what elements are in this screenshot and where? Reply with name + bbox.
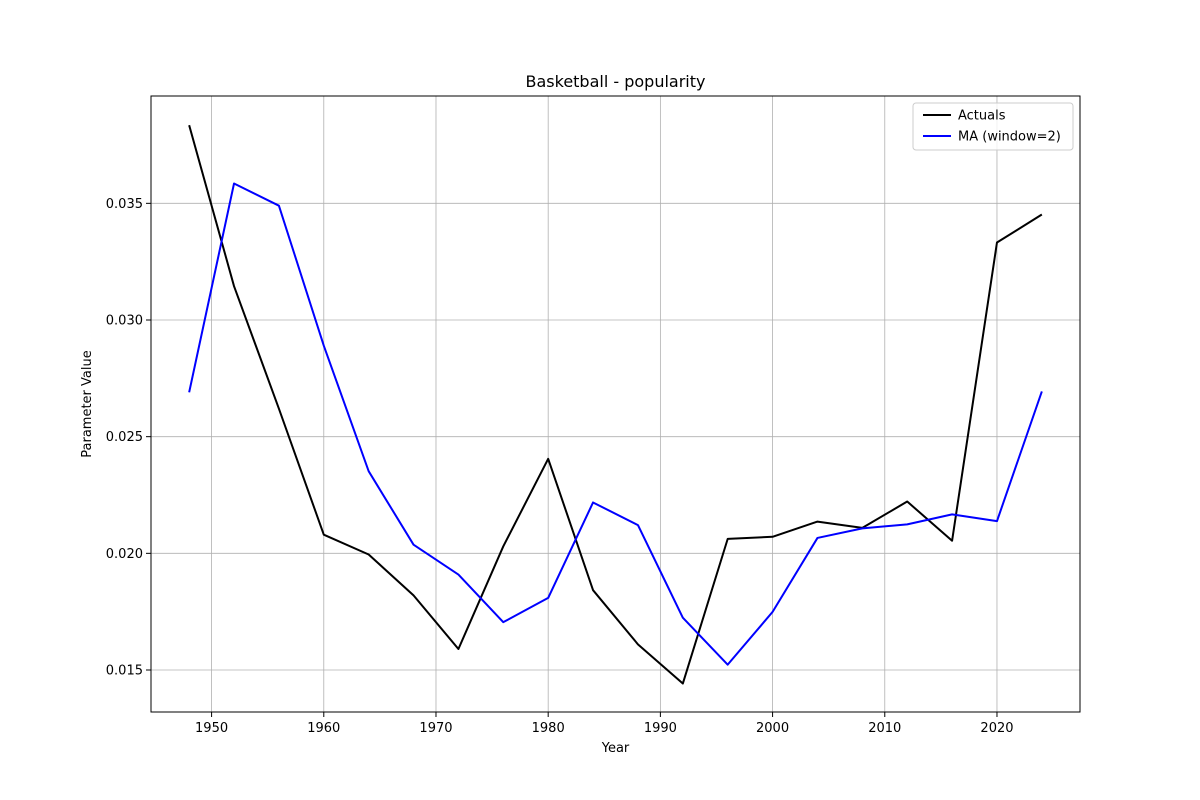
grid-lines <box>151 96 1080 712</box>
chart-title: Basketball - popularity <box>526 72 706 91</box>
series-lines <box>188 124 1043 685</box>
series-line-moving-average <box>188 182 1043 666</box>
y-tick-label: 0.035 <box>106 197 143 212</box>
plot-area-frame <box>150 95 1081 713</box>
series-line-actuals <box>188 124 1043 685</box>
legend: Actuals MA (window=2) <box>912 102 1074 151</box>
x-tick-label: 1990 <box>644 721 677 736</box>
y-tick-label: 0.020 <box>106 547 143 562</box>
x-tick-label: 1960 <box>307 721 340 736</box>
y-tick-label: 0.030 <box>106 314 143 329</box>
axis-ticks: 1950 1960 1970 1980 1990 2000 2010 2020 0.015 0.0… <box>106 197 1014 736</box>
legend-label: Actuals <box>958 109 1006 124</box>
x-tick-label: 1950 <box>195 721 228 736</box>
x-tick-label: 1970 <box>419 721 452 736</box>
x-tick-label: 2000 <box>756 721 789 736</box>
legend-label: MA (window=2) <box>958 130 1061 145</box>
legend-box <box>912 102 1074 151</box>
y-axis-label: Parameter Value <box>80 350 95 457</box>
x-tick-label: 1980 <box>532 721 565 736</box>
x-tick-label: 2010 <box>868 721 901 736</box>
y-tick-label: 0.015 <box>106 664 143 679</box>
x-axis-label: Year <box>601 741 630 756</box>
y-tick-label: 0.025 <box>106 430 143 445</box>
x-tick-label: 2020 <box>980 721 1013 736</box>
